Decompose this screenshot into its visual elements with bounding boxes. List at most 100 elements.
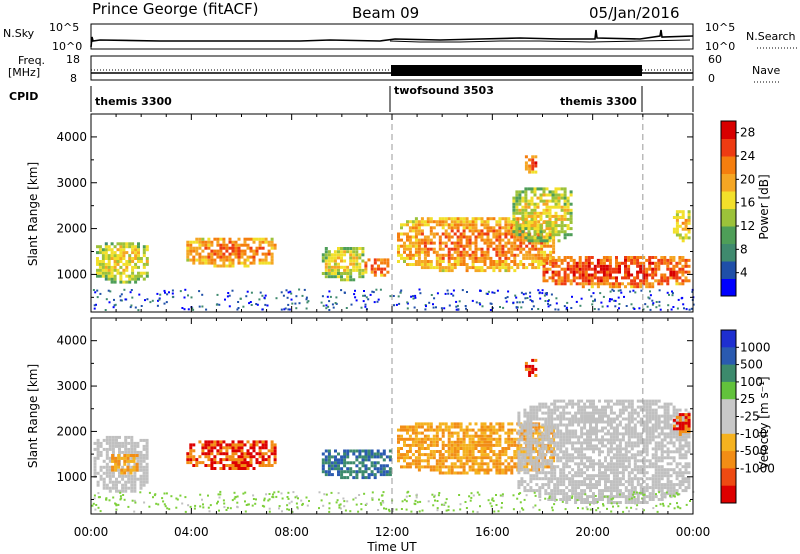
scatter-cell	[379, 467, 383, 471]
scatter-cell	[492, 425, 496, 429]
scatter-cell	[636, 450, 640, 454]
scatter-cell	[495, 468, 499, 472]
scatter-cell	[397, 453, 400, 457]
scatter-cell	[535, 411, 539, 415]
scatter-cell	[237, 243, 241, 247]
scatter-cell	[225, 264, 229, 268]
scatter-cell	[521, 217, 525, 221]
scatter-cell	[669, 414, 673, 418]
scatter-cell	[627, 399, 631, 403]
scatter-cell	[501, 425, 505, 429]
scatter-cell	[538, 408, 542, 412]
scatter-cell	[198, 246, 202, 250]
scatter-cell	[575, 270, 579, 274]
scatter-cell	[222, 240, 226, 244]
scatter-cell	[417, 465, 421, 469]
scatter-cell	[678, 421, 682, 425]
scatter-cell	[654, 267, 658, 271]
scatter-cell	[678, 456, 682, 460]
scatter-cell	[604, 444, 607, 448]
scatter-cell	[406, 253, 409, 257]
scatter-cell	[237, 467, 241, 470]
scatter-cell	[592, 477, 595, 481]
scatter-cell	[507, 238, 511, 242]
scatter-cell	[530, 211, 534, 215]
scatter-cell	[94, 291, 97, 294]
scatter-cell	[411, 428, 415, 432]
scatter-cell	[592, 411, 595, 415]
scatter-cell	[477, 229, 481, 233]
scatter-cell	[93, 441, 97, 445]
scatter-cell	[379, 473, 383, 477]
scatter-cell	[349, 247, 353, 250]
scatter-cell	[125, 274, 129, 278]
scatter-cell	[489, 431, 493, 435]
scatter-cell	[492, 499, 495, 502]
scatter-cell	[453, 465, 457, 469]
scatter-cell	[403, 443, 406, 447]
scatter-cell	[104, 254, 108, 258]
scatter-cell	[231, 449, 235, 453]
scatter-cell	[598, 417, 601, 421]
scatter-cell	[541, 402, 545, 406]
scatter-cell	[243, 243, 247, 247]
scatter-cell	[474, 256, 478, 260]
scatter-cell	[624, 408, 628, 412]
scatter-cell	[426, 253, 430, 257]
scatter-cell	[365, 296, 368, 299]
scatter-cell	[471, 447, 475, 450]
scatter-cell	[606, 438, 610, 442]
scatter-cell	[213, 237, 217, 241]
scatter-cell	[389, 295, 392, 298]
scatter-cell	[133, 444, 137, 448]
scatter-cell	[624, 399, 628, 403]
scatter-cell	[526, 414, 530, 418]
scatter-cell	[456, 260, 460, 263]
scatter-cell	[133, 483, 137, 487]
scatter-cell	[577, 498, 581, 501]
scatter-cell	[383, 267, 387, 271]
scatter-cell	[592, 399, 595, 403]
scatter-cell	[585, 506, 588, 509]
scatter-cell	[327, 470, 331, 474]
scatter-cell	[210, 255, 214, 259]
scatter-cell	[108, 486, 112, 490]
scatter-cell	[139, 260, 143, 263]
scatter-cell	[633, 441, 637, 445]
scatter-cell	[524, 236, 528, 240]
scatter-cell	[326, 295, 329, 298]
scatter-cell	[352, 247, 356, 250]
scatter-cell	[483, 250, 487, 254]
scatter-cell	[408, 443, 412, 447]
scatter-cell	[403, 250, 406, 254]
colorbar-swatch	[721, 226, 736, 244]
scatter-cell	[388, 458, 392, 462]
scatter-cell	[456, 226, 460, 230]
scatter-cell	[486, 229, 490, 233]
scatter-cell	[636, 399, 640, 403]
scatter-cell	[108, 465, 112, 469]
scatter-cell	[456, 304, 459, 307]
scatter-cell	[543, 250, 547, 254]
scatter-cell	[639, 285, 643, 289]
scatter-cell	[129, 291, 132, 294]
scatter-cell	[373, 455, 377, 459]
scatter-cell	[447, 253, 451, 257]
scatter-cell	[234, 249, 238, 253]
scatter-cell	[551, 233, 555, 237]
scatter-cell	[139, 468, 143, 472]
scatter-cell	[534, 431, 538, 435]
scatter-cell	[453, 456, 457, 460]
scatter-cell	[468, 226, 472, 230]
scatter-cell	[550, 414, 554, 418]
scatter-cell	[213, 467, 217, 470]
scatter-cell	[596, 258, 600, 262]
scatter-cell	[534, 428, 538, 432]
scatter-cell	[337, 473, 340, 477]
scatter-cell	[524, 211, 528, 215]
scatter-cell	[529, 429, 533, 433]
scatter-cell	[678, 233, 682, 237]
scatter-cell	[667, 304, 670, 307]
scatter-cell	[204, 440, 208, 444]
scatter-cell	[403, 437, 406, 441]
